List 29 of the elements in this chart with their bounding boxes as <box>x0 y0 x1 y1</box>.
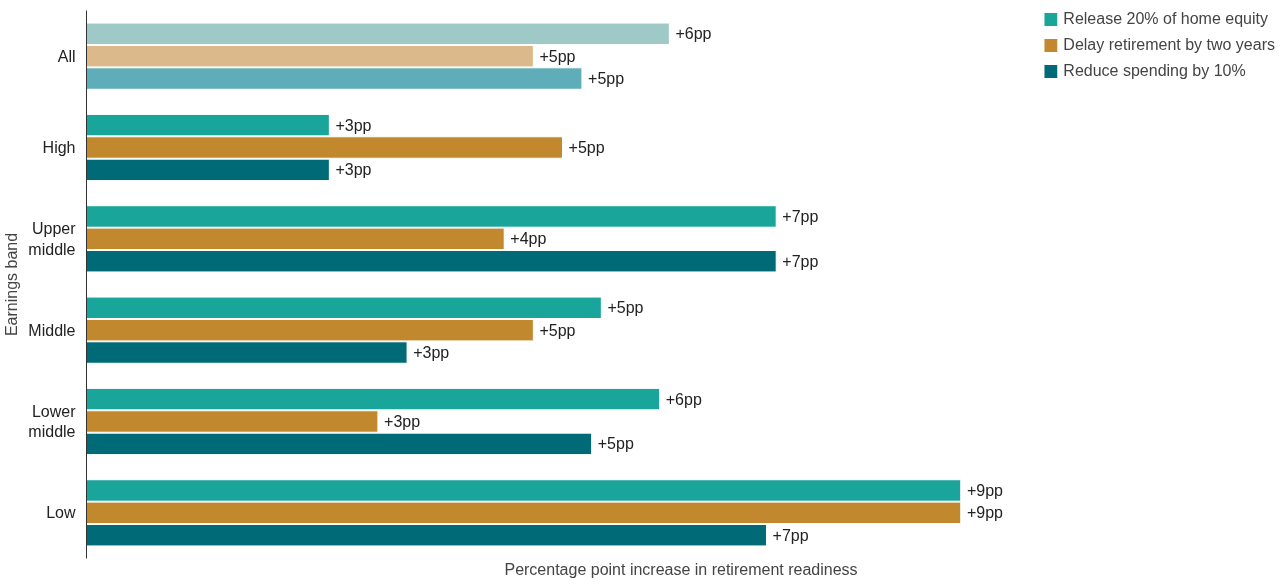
x-axis-title: Percentage point increase in retirement readiness <box>504 560 858 578</box>
data-label: +3pp <box>335 116 372 134</box>
y-tick-label: Middle <box>28 321 76 339</box>
y-tick-label: All <box>57 47 76 65</box>
data-label: +5pp <box>568 139 605 156</box>
data-label: +6pp <box>665 390 702 408</box>
legend-label: Release 20% of home equity <box>1063 10 1268 28</box>
y-tick-label: Lower middle <box>28 402 77 441</box>
data-label: +7pp <box>772 526 809 544</box>
data-label: +5pp <box>607 299 644 317</box>
data-label: +9pp <box>966 481 1004 499</box>
data-label: +3pp <box>335 161 372 179</box>
data-label: +5pp <box>588 70 625 88</box>
data-label: +6pp <box>675 25 712 43</box>
data-label: +5pp <box>597 435 634 453</box>
data-label: +4pp <box>510 230 547 248</box>
legend-label: Reduce spending by 10% <box>1063 62 1246 80</box>
data-label: +9pp <box>966 504 1004 522</box>
y-tick-label: Upper middle <box>28 220 77 258</box>
data-label: +7pp <box>782 252 819 270</box>
data-label: +7pp <box>782 207 819 225</box>
data-label: +3pp <box>384 413 421 430</box>
legend-label: Delay retirement by two years <box>1063 36 1275 54</box>
y-axis-title: Earnings band <box>3 232 21 337</box>
data-label: +5pp <box>539 321 576 339</box>
data-label: +5pp <box>539 47 576 65</box>
y-tick-label: High <box>42 139 76 156</box>
data-label: +3pp <box>413 344 450 362</box>
y-tick-label: Low <box>46 504 76 522</box>
